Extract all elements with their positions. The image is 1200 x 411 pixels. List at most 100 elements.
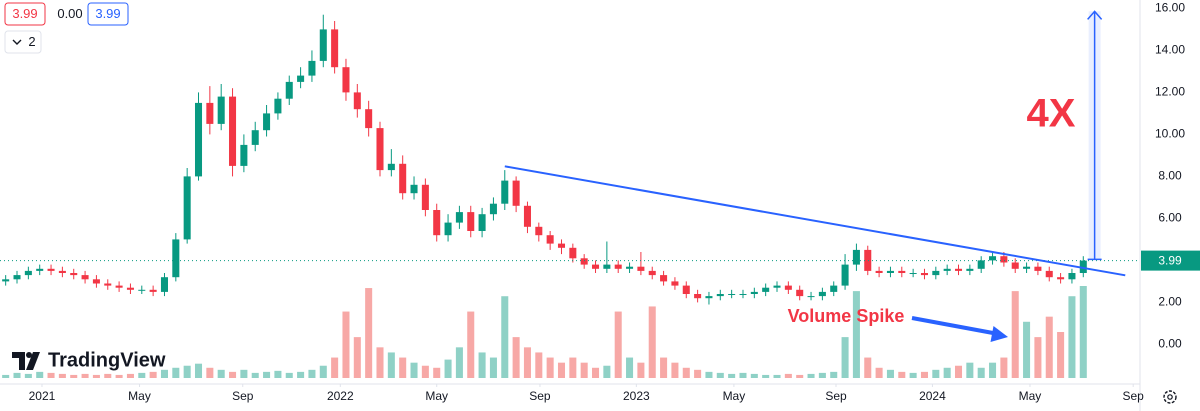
logo-text: TradingView — [48, 349, 166, 371]
candle-body — [126, 287, 134, 290]
candle-body — [1057, 277, 1065, 280]
volume-bar — [308, 369, 316, 378]
candle-body — [875, 270, 883, 273]
candle-body — [886, 270, 894, 273]
volume-bar — [864, 357, 872, 378]
y-tick-label: 10.00 — [1155, 127, 1185, 141]
candle-body — [523, 205, 531, 227]
candle-body — [603, 264, 611, 269]
volume-bar — [1068, 296, 1076, 378]
candle-body — [784, 285, 792, 290]
volume-bar — [1034, 337, 1042, 378]
volume-bar — [421, 365, 429, 378]
candle-body — [580, 258, 588, 265]
candle-body — [626, 266, 634, 269]
candle-body — [263, 113, 271, 131]
candle-body — [512, 180, 520, 206]
volume-bar — [433, 367, 441, 378]
settings-icon[interactable] — [1163, 390, 1177, 404]
volume-bar — [694, 369, 702, 378]
candle-body — [1034, 266, 1042, 271]
x-tick-label: 2021 — [29, 389, 56, 403]
volume-bar — [24, 373, 32, 378]
candle-body — [433, 210, 441, 236]
candle-body — [898, 270, 906, 273]
volume-bar — [115, 374, 123, 378]
annotation-4x: 4X — [1027, 92, 1076, 136]
candle-body — [637, 266, 645, 271]
candle-body — [773, 285, 781, 288]
volume-bar — [1011, 291, 1019, 378]
volume-bar — [36, 371, 44, 378]
candle-body — [966, 268, 974, 271]
spread: 0.00 — [57, 6, 82, 21]
volume-bar — [501, 296, 509, 378]
x-tick-label: Sep — [529, 389, 551, 403]
volume-bar — [954, 365, 963, 378]
candle-body — [455, 212, 463, 223]
candle-body — [1079, 260, 1087, 273]
volume-bar — [387, 352, 395, 378]
volume-bar — [750, 373, 758, 378]
candle-body — [932, 270, 940, 276]
indicators-toggle[interactable] — [4, 30, 42, 54]
candle-body — [47, 268, 55, 271]
x-tick-label: 2024 — [919, 389, 946, 403]
candle-body — [977, 260, 985, 269]
bid-price: 3.99 — [12, 6, 37, 21]
y-tick-label: 12.00 — [1155, 85, 1185, 99]
candle-body — [399, 163, 407, 194]
volume-bar — [660, 357, 668, 378]
volume-bar — [92, 374, 100, 378]
volume-bar — [818, 372, 826, 378]
candle-body — [410, 184, 418, 194]
ask-box[interactable] — [87, 2, 129, 26]
candle-body — [489, 203, 497, 215]
volume-bar — [160, 369, 168, 378]
logo-icon — [26, 352, 32, 358]
volume-bar — [852, 291, 860, 378]
candle-body — [467, 212, 475, 231]
x-tick-label: May — [1019, 389, 1042, 403]
candle-body — [671, 281, 679, 286]
candle-body — [954, 268, 963, 271]
volume-bar — [1079, 286, 1087, 378]
bid-box[interactable] — [4, 2, 46, 26]
candle-body — [1023, 266, 1031, 269]
volume-bar — [682, 367, 690, 378]
volume-bar — [557, 362, 566, 378]
volume-bar — [240, 369, 248, 378]
candle-body — [104, 283, 112, 286]
volume-bar — [705, 371, 713, 378]
volume-bar — [920, 371, 928, 378]
volume-bar — [943, 367, 951, 378]
candle-body — [183, 176, 191, 240]
volume-bar — [58, 373, 66, 378]
volume-bar — [104, 373, 112, 378]
x-tick-label: May — [128, 389, 151, 403]
volume-bar — [342, 311, 350, 378]
volume-bar — [989, 362, 997, 378]
volume-bar — [467, 311, 475, 378]
volume-bar — [251, 372, 259, 378]
candle-body — [943, 268, 951, 271]
volume-bar — [546, 357, 554, 378]
volume-bar — [535, 352, 543, 378]
candle-body — [217, 96, 225, 124]
annotation-volume-spike: Volume Spike — [788, 306, 905, 326]
volume-bar — [932, 369, 940, 378]
candle-body — [194, 102, 203, 177]
candle-body — [1011, 262, 1019, 269]
volume-bar — [592, 367, 600, 378]
trendline — [504, 165, 1126, 277]
candle-body — [478, 214, 486, 231]
volume-bar — [898, 371, 906, 378]
annotation-arrowhead — [990, 326, 1008, 342]
x-tick-label: May — [425, 389, 448, 403]
volume-bar — [580, 362, 588, 378]
volume-bar — [47, 372, 55, 378]
volume-bar — [70, 374, 78, 378]
candle-body — [70, 273, 78, 276]
candle-body — [864, 249, 872, 271]
candle-body — [240, 144, 248, 166]
